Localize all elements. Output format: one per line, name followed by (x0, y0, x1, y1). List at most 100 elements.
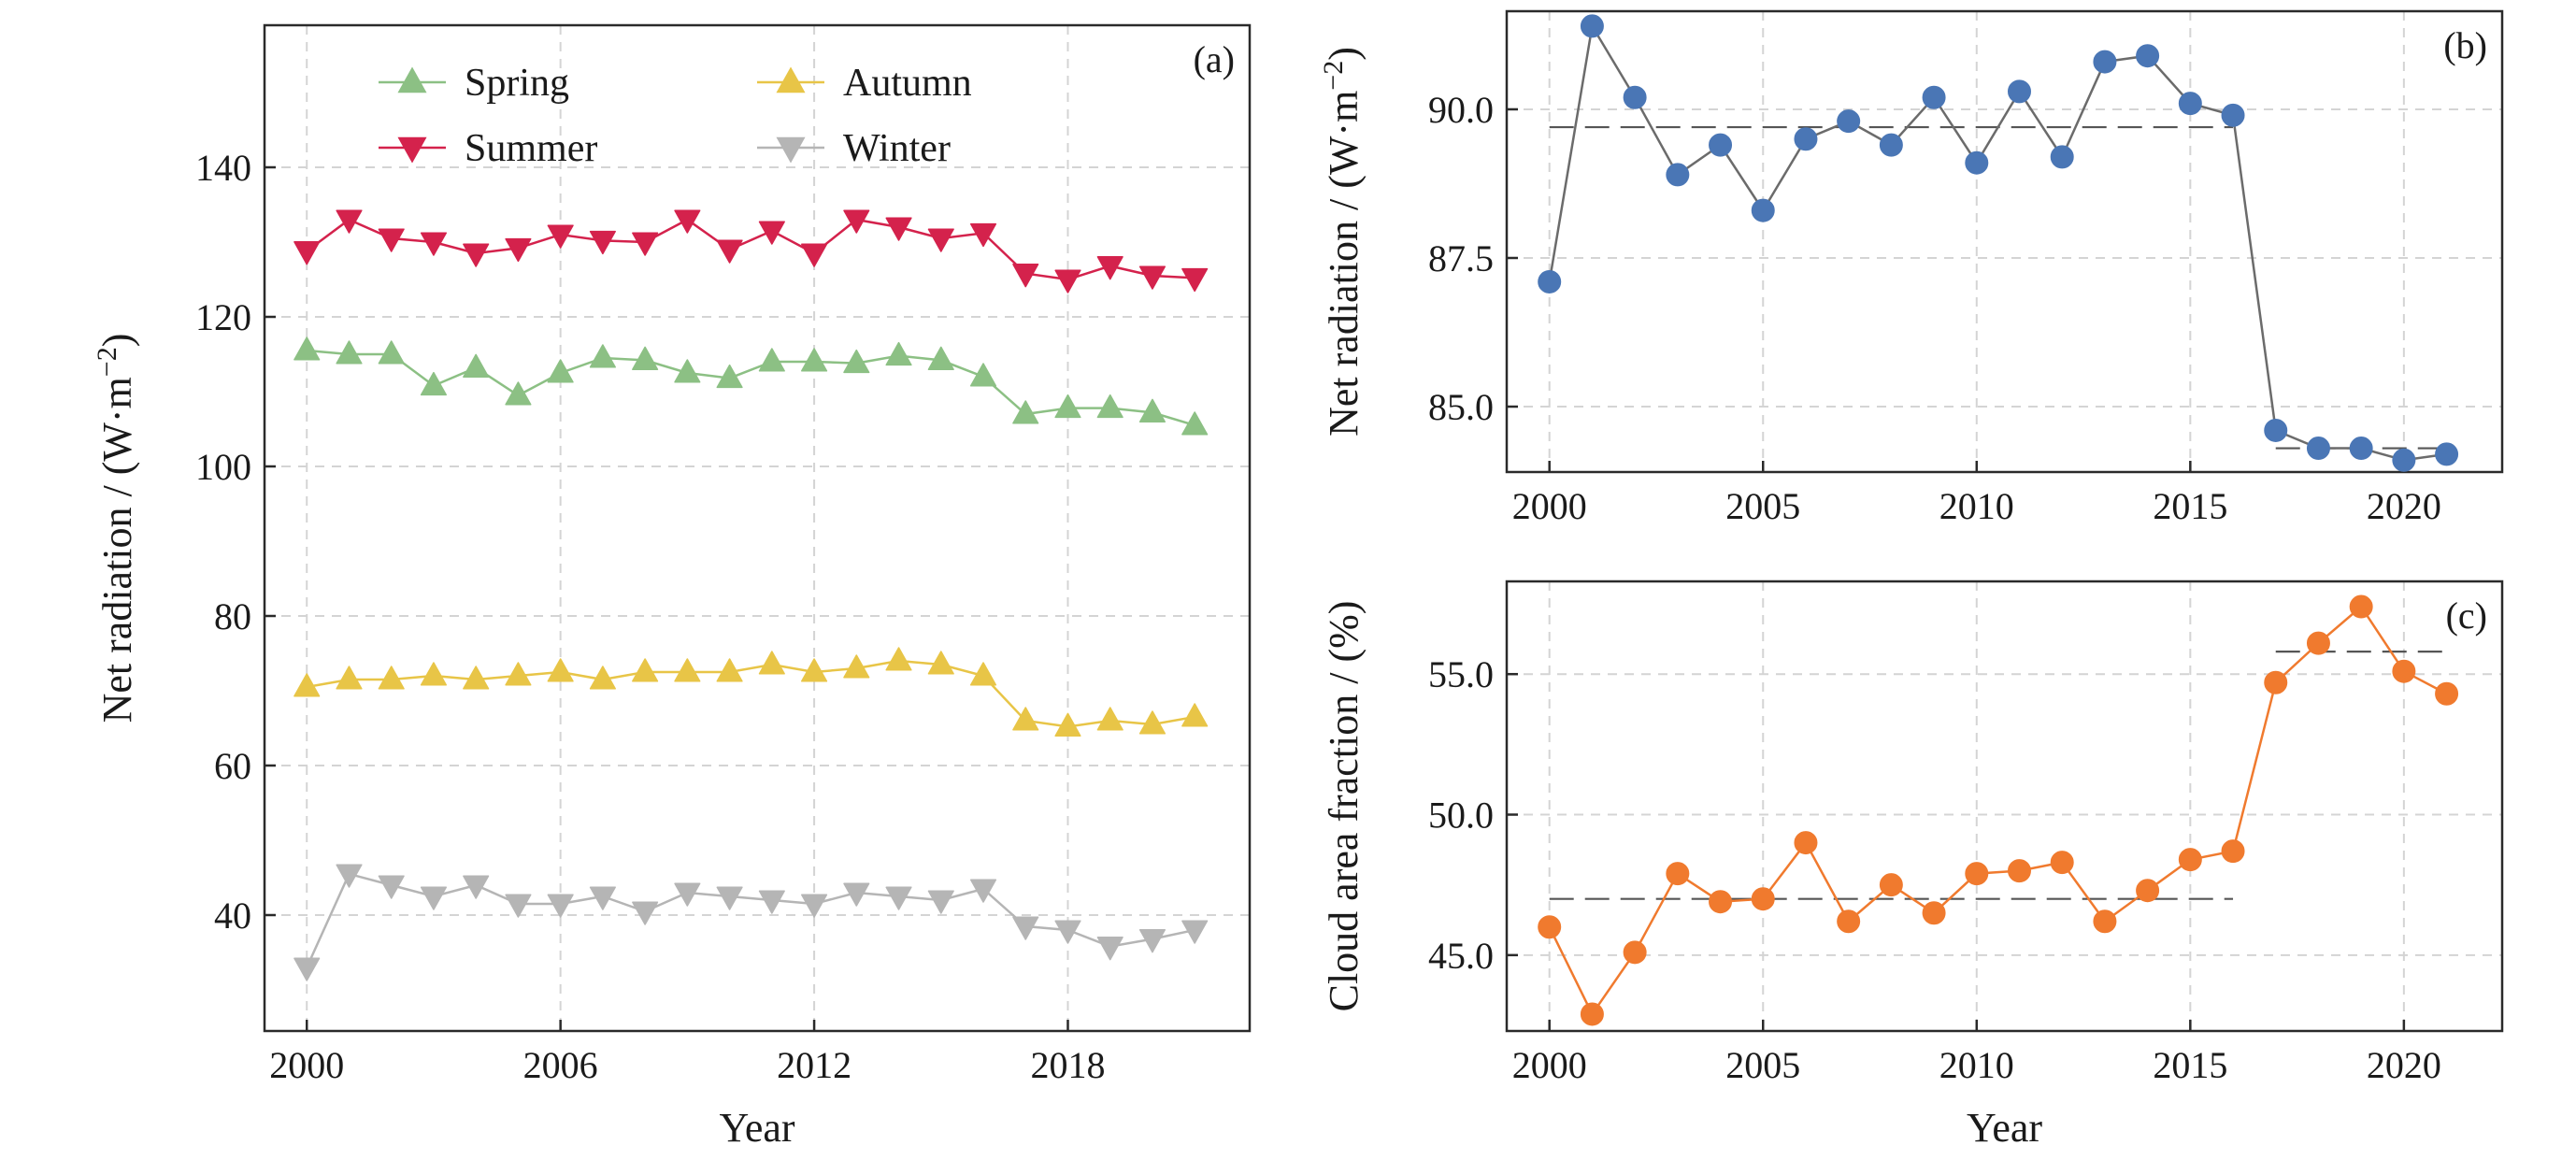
data-point (969, 363, 997, 387)
data-point (1580, 14, 1604, 38)
data-point (758, 221, 785, 245)
data-point (969, 879, 997, 903)
x-tick-label: 2010 (1939, 485, 2014, 527)
data-point (1965, 862, 1989, 886)
data-point (674, 658, 701, 682)
data-point (2221, 839, 2245, 864)
data-point (843, 349, 870, 374)
panel-c-chart: 2000 2005 2010 2015 2020 45.0 50.0 55.0 Year Clou… (1321, 580, 2504, 1151)
data-point (1666, 862, 1690, 886)
data-point (2178, 92, 2202, 116)
data-point (505, 894, 532, 918)
x-axis-title: Year (719, 1105, 794, 1151)
x-axis-title: Year (1967, 1105, 2042, 1151)
data-point (293, 957, 321, 981)
data-point (293, 336, 321, 361)
data-point (632, 901, 659, 925)
data-point (2007, 859, 2031, 883)
data-point (2178, 848, 2202, 872)
x-tick-label: 2000 (269, 1044, 344, 1086)
data-point (1012, 264, 1039, 288)
data-point (420, 662, 447, 686)
data-point (378, 228, 405, 252)
series-line (1548, 605, 2448, 1017)
x-tick-label: 2006 (523, 1044, 598, 1086)
y-axis-title: Cloud area fraction / (%) (1321, 601, 1367, 1012)
data-point (1012, 400, 1039, 424)
data-point (2050, 145, 2074, 169)
data-point (632, 232, 659, 256)
data-point (1054, 920, 1081, 944)
data-point (2392, 448, 2416, 472)
legend-marker (397, 66, 427, 93)
y-tick-label: 60 (214, 745, 251, 787)
legend-label: Summer (465, 127, 597, 170)
data-point (1837, 909, 1861, 934)
data-point (1965, 150, 1989, 175)
data-point (1138, 710, 1166, 735)
panel-a-chart: 2000 2006 2012 2018 40 60 80 100 120 140 Year Net r… (92, 23, 1252, 1151)
data-point (378, 340, 405, 365)
legend-item-winter: Winter (757, 127, 951, 170)
x-tick-label: 2012 (777, 1044, 852, 1086)
data-point (2264, 418, 2288, 442)
y-tick-label: 45.0 (1428, 935, 1494, 977)
data-point (716, 239, 743, 264)
data-point (969, 222, 997, 248)
data-point (674, 209, 701, 234)
legend-marker (397, 136, 427, 164)
x-tick-label: 2010 (1939, 1044, 2014, 1086)
data-point (1751, 887, 1775, 911)
data-point (927, 651, 954, 675)
data-point (674, 359, 701, 383)
data-point (420, 371, 447, 396)
data-point (632, 346, 659, 370)
data-point (463, 875, 490, 899)
data-point (2306, 631, 2330, 655)
data-point (1012, 916, 1039, 940)
data-point (336, 340, 363, 365)
data-point (1879, 133, 1903, 157)
data-point (1181, 703, 1209, 727)
data-point (2349, 437, 2373, 461)
y-axis-title: Net radiation / (W·m−2) (92, 334, 141, 723)
panel-b-chart: 2000 2005 2010 2015 2020 85.0 87.5 90.0 Net radi… (1318, 9, 2504, 527)
data-point (336, 666, 363, 690)
data-point (716, 658, 743, 682)
data-point (547, 894, 574, 918)
data-point (1666, 163, 1690, 187)
axes-frame (263, 23, 1252, 1033)
y-tick-label: 55.0 (1428, 653, 1494, 695)
data-point (505, 662, 532, 686)
data-point (716, 364, 743, 389)
panel-label: (c) (2446, 594, 2487, 637)
data-point (2007, 79, 2031, 104)
data-point (843, 209, 870, 234)
data-point (293, 241, 321, 265)
data-point (1538, 915, 1562, 939)
data-point (885, 886, 912, 910)
data-point (2264, 670, 2288, 694)
data-point (758, 651, 785, 675)
data-point (674, 882, 701, 907)
x-tick-label: 2015 (2153, 1044, 2227, 1086)
plot-area (293, 209, 1209, 981)
data-point (2435, 442, 2459, 466)
data-point (2050, 851, 2074, 875)
legend-item-autumn: Autumn (757, 62, 972, 105)
data-point (1794, 831, 1818, 855)
axes-frame (1505, 580, 2504, 1033)
data-point (1181, 267, 1209, 293)
plot-area (1538, 14, 2459, 472)
data-point (547, 359, 574, 383)
panel-label: (b) (2443, 24, 2487, 66)
data-point (632, 658, 659, 682)
data-point (2349, 594, 2373, 619)
data-point (547, 658, 574, 682)
data-point (589, 666, 616, 690)
data-point (2136, 879, 2160, 903)
legend-label: Winter (843, 127, 951, 170)
data-point (801, 348, 828, 372)
plot-area (1538, 594, 2459, 1026)
